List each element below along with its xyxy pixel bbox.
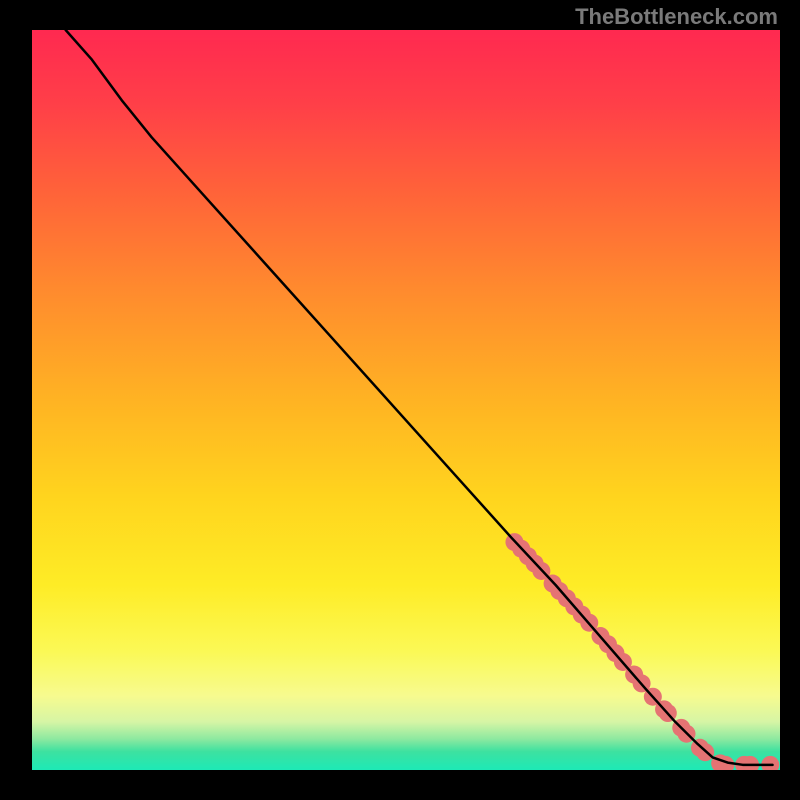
curve-line (66, 30, 773, 765)
watermark-text: TheBottleneck.com (575, 4, 778, 30)
chart-overlay (32, 30, 780, 770)
scatter-point (761, 756, 779, 770)
chart-plot-area (32, 30, 780, 770)
scatter-series (505, 533, 779, 770)
